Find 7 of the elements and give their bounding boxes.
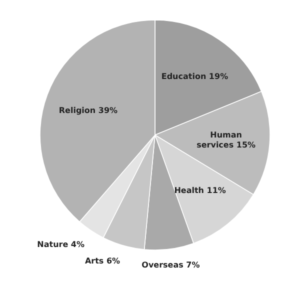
slice-label: Health 11% <box>174 186 226 196</box>
slice-label: Education 19% <box>161 72 228 81</box>
slice-label: Religion 39% <box>58 106 118 116</box>
slice-label: Human services 15% <box>196 130 256 150</box>
slice-label: Nature 4% <box>37 240 85 250</box>
slice-label: Arts 6% <box>84 256 120 266</box>
slice-label: Overseas 7% <box>142 260 200 270</box>
